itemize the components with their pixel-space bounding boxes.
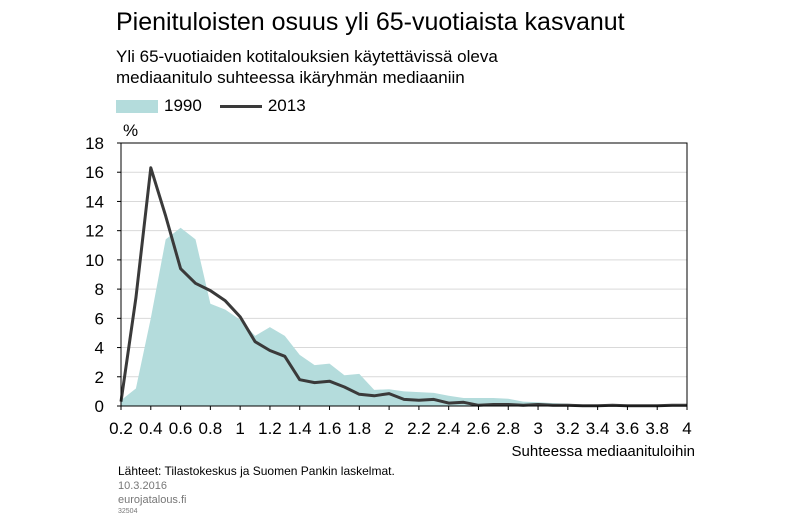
x-tick-label: 1.8 — [347, 419, 371, 438]
x-tick-label: 4 — [682, 419, 691, 438]
legend-item-1990: 1990 — [116, 96, 202, 116]
legend-swatch-area — [116, 99, 158, 113]
site-name: eurojatalous.fi — [118, 494, 187, 506]
x-tick-label: 2.2 — [407, 419, 431, 438]
x-tick-label: 1 — [235, 419, 244, 438]
subtitle-line-1: Yli 65-vuotiaiden kotitalouksien käytett… — [116, 47, 498, 66]
x-tick-label: 0.2 — [109, 419, 133, 438]
plot-frame — [120, 142, 688, 407]
x-tick-label: 3.4 — [586, 419, 610, 438]
y-tick-label: 12 — [85, 222, 104, 241]
x-tick-label: 2.4 — [437, 419, 461, 438]
chart-code: 32504 — [118, 508, 138, 515]
y-tick-label: 4 — [95, 339, 104, 358]
x-tick-label: 1.6 — [318, 419, 342, 438]
legend-label-2013: 2013 — [267, 96, 306, 115]
x-tick-label: 0.6 — [169, 419, 193, 438]
chart-title: Pienituloisten osuus yli 65-vuotiaista k… — [116, 8, 625, 36]
subtitle-line-2: mediaanitulo suhteessa ikäryhmän mediaan… — [116, 68, 465, 87]
y-tick-label: 18 — [85, 134, 104, 153]
y-tick-label: 10 — [85, 251, 104, 270]
x-axis-label: Suhteessa mediaanituloihin — [512, 443, 695, 460]
chart-subtitle: Yli 65-vuotiaiden kotitalouksien käytett… — [116, 46, 636, 88]
x-tick-label: 1.4 — [288, 419, 312, 438]
x-tick-label: 0.8 — [199, 419, 223, 438]
y-tick-label: 6 — [95, 309, 104, 328]
y-tick-label: 8 — [95, 280, 104, 299]
x-tick-label: 2.8 — [496, 419, 520, 438]
y-axis-label: % — [123, 121, 138, 140]
x-tick-label: 3.8 — [645, 419, 669, 438]
x-tick-label: 0.4 — [139, 419, 163, 438]
legend-swatch-line — [219, 104, 262, 108]
publication-date: 10.3.2016 — [118, 480, 167, 492]
y-tick-label: 0 — [95, 397, 104, 416]
x-tick-label: 3 — [533, 419, 542, 438]
y-tick-label: 16 — [85, 163, 104, 182]
x-tick-label: 2 — [384, 419, 393, 438]
legend-label-1990: 1990 — [164, 96, 202, 115]
chart-legend: 1990 2013 — [116, 96, 324, 116]
legend-item-2013: 2013 — [219, 96, 306, 116]
x-tick-label: 2.6 — [467, 419, 491, 438]
sources-note: Lähteet: Tilastokeskus ja Suomen Pankin … — [118, 464, 395, 478]
series-1990-area — [121, 227, 687, 406]
y-tick-label: 14 — [85, 192, 104, 211]
x-tick-label: 3.2 — [556, 419, 580, 438]
y-tick-label: 2 — [95, 368, 104, 387]
x-tick-label: 1.2 — [258, 419, 282, 438]
x-tick-label: 3.6 — [616, 419, 640, 438]
